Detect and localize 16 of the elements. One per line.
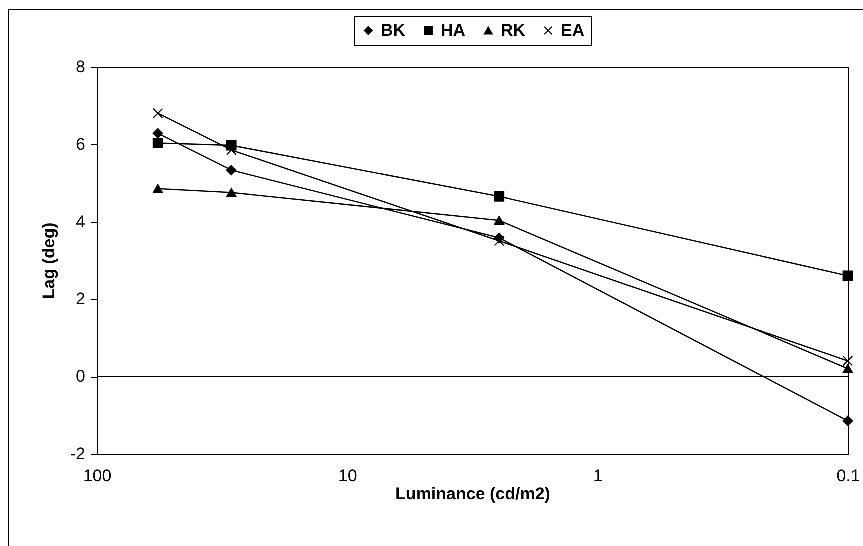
x-tick-label: 1	[593, 466, 603, 486]
legend-label: RK	[501, 20, 526, 40]
x-tick-label: 100	[83, 466, 112, 486]
x-tick-label: 0.1	[836, 466, 860, 486]
y-tick-label: 8	[76, 58, 86, 76]
y-tick-label: 0	[76, 367, 86, 386]
y-tick-label: 6	[76, 134, 86, 154]
x-tick-label: 10	[338, 466, 358, 486]
y-axis-title: Lag (deg)	[39, 222, 58, 300]
y-tick-label: 2	[76, 290, 86, 309]
y-tick-label: 4	[76, 212, 86, 232]
legend-label: EA	[561, 20, 585, 40]
x-axis-title: Luminance (cd/m2)	[396, 484, 550, 504]
y-tick-label: -2	[70, 444, 86, 464]
legend-label: BK	[381, 20, 406, 40]
legend-label: HA	[441, 20, 466, 40]
